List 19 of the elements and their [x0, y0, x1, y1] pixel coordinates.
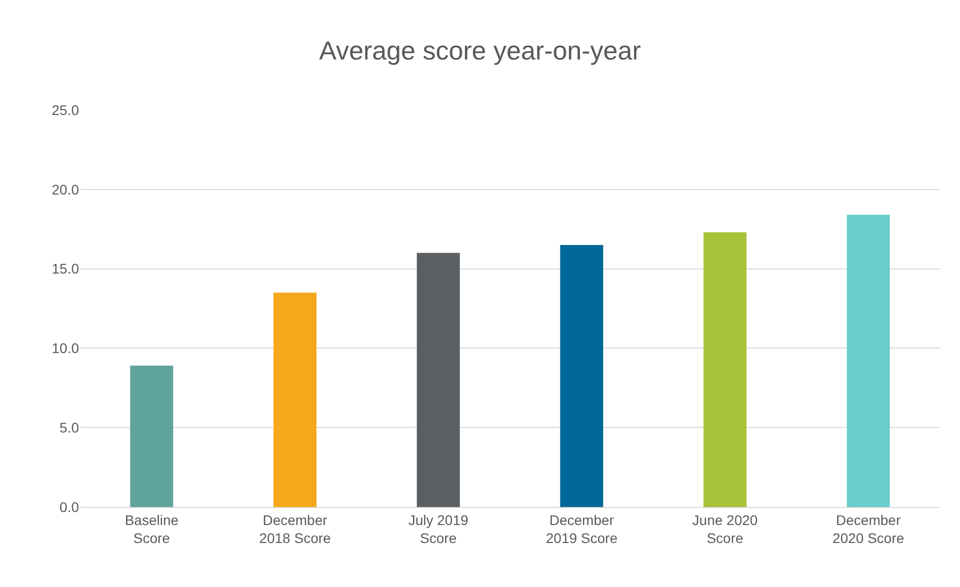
bar: [560, 244, 604, 507]
x-tick-label: December 2020 Score: [832, 512, 904, 546]
y-tick-label: 0.0: [60, 498, 80, 515]
chart-title: Average score year-on-year: [319, 35, 642, 66]
bar: [130, 366, 174, 507]
x-tick-label: December 2019 Score: [546, 512, 618, 546]
bar: [274, 292, 316, 507]
y-tick-label: 5.0: [60, 420, 80, 436]
x-tick-label: July 2019 Score: [408, 512, 469, 546]
y-tick-label: 10.0: [52, 340, 80, 356]
y-tick-label: 20.0: [52, 181, 80, 198]
bar: [846, 214, 890, 507]
x-tick-label: Baseline Score: [124, 512, 179, 546]
bar: [704, 232, 746, 507]
y-tick-label: 25.0: [52, 102, 80, 118]
x-tick-label: December 2018 Score: [259, 512, 332, 546]
y-tick-label: 15.0: [52, 260, 80, 277]
bar: [416, 252, 460, 507]
x-tick-label: June 2020 Score: [692, 512, 758, 546]
